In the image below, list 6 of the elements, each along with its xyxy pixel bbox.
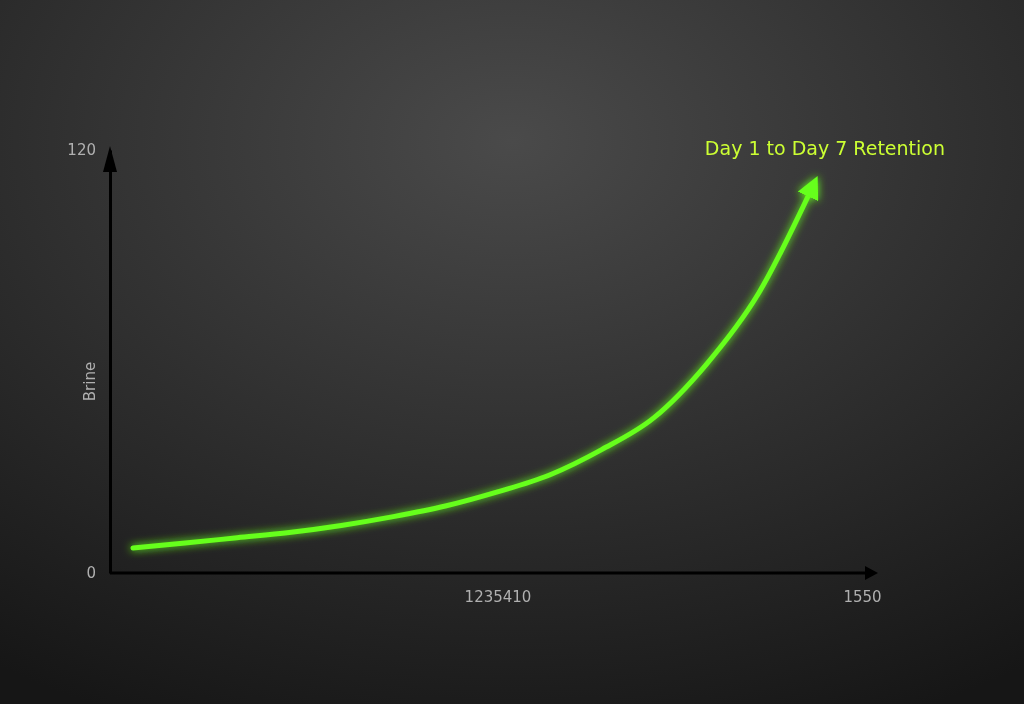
x-tick-label: 1235410 <box>464 587 532 606</box>
y-tick-label: 120 <box>67 141 96 160</box>
x-tick-label: 1550 <box>843 587 882 606</box>
y-axis-title: Brine <box>81 361 99 402</box>
y-tick-label: 0 <box>86 564 96 583</box>
text: Day 1 to Day 7 Retention <box>704 137 945 160</box>
